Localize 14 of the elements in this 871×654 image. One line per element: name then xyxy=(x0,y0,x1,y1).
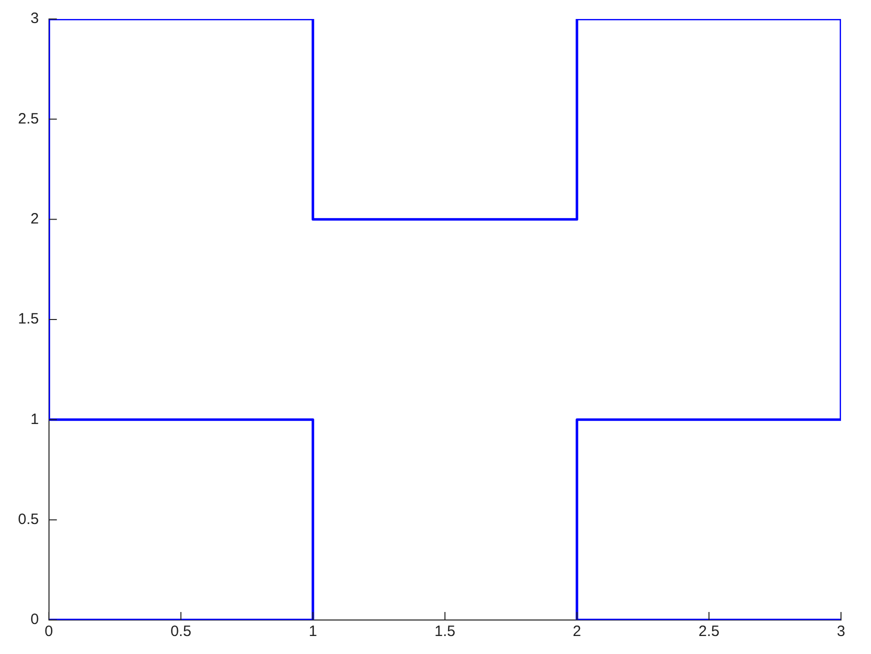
y-tick-label: 1 xyxy=(30,410,39,428)
x-tick-label: 2 xyxy=(572,623,582,640)
y-tick-label: 0.5 xyxy=(18,510,39,528)
x-tick-label: 1.5 xyxy=(434,623,456,640)
x-tick-label: 1 xyxy=(308,623,318,640)
x-tick-label: 0.5 xyxy=(170,623,192,640)
x-tick-label: 2.5 xyxy=(698,623,720,640)
y-tick-label: 2 xyxy=(30,210,39,228)
y-tick-label: 3 xyxy=(30,10,39,28)
x-tick-label: 3 xyxy=(836,623,846,640)
y-tick-label: 1.5 xyxy=(18,310,39,328)
x-tick-label: 0 xyxy=(44,623,54,640)
y-tick-label: 2.5 xyxy=(18,110,39,128)
y-tick-label: 0 xyxy=(30,611,39,628)
